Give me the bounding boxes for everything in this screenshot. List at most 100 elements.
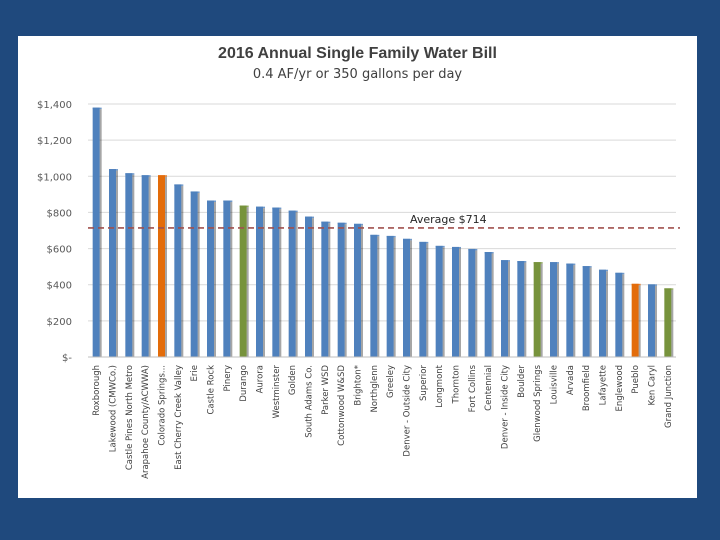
bar-face: [256, 206, 263, 357]
x-tick-label: Pueblo: [631, 365, 641, 394]
bar-side: [459, 248, 461, 357]
bar: [321, 221, 331, 357]
x-tick-label: Arapahoe County/ACWWA): [141, 365, 151, 479]
x-tick-label: Westminster: [272, 365, 282, 419]
x-tick-label: Castle Pines North Metro: [125, 365, 135, 470]
bar: [501, 260, 510, 357]
bar-top: [631, 283, 641, 286]
bar-top: [599, 269, 608, 272]
bar: [403, 238, 412, 357]
bar-top: [256, 206, 265, 209]
bar-top: [566, 263, 576, 266]
y-axis: $- $200 $400 $600 $800 $1,000 $1,200 $1,400: [37, 100, 72, 364]
bar-chart: $- $200 $400 $600 $800 $1,000 $1,200 $1,400 Rox…: [37, 100, 680, 479]
x-tick-label: Fort Collins: [468, 364, 478, 412]
bar-face: [631, 283, 639, 357]
x-tick-label: Lafayette: [599, 365, 609, 405]
bar-side: [132, 174, 135, 357]
bar-side: [671, 289, 674, 357]
x-tick-label: Aurora: [256, 365, 266, 393]
bar: [337, 222, 347, 357]
x-axis: Roxborough Lakewood (CMWCo.) Castle Pines …: [88, 356, 676, 479]
bar-face: [305, 216, 312, 357]
bar: [615, 272, 625, 357]
bar-top: [550, 262, 559, 264]
bars: [92, 107, 674, 357]
bar: [484, 252, 494, 357]
bar-face: [648, 284, 655, 357]
x-tick-label: Pinery: [223, 365, 233, 391]
y-tick-label: $600: [47, 245, 72, 256]
bar: [582, 266, 592, 357]
bar: [664, 288, 674, 357]
bar-side: [99, 109, 102, 357]
bar-face: [207, 200, 214, 357]
bar-face: [615, 272, 623, 357]
bar-top: [141, 175, 151, 177]
x-tick-label: Ken Caryl: [648, 365, 658, 406]
y-tick-label: $1,000: [37, 172, 72, 183]
average-line-group: Average $714: [88, 213, 680, 229]
x-tick-label: Denver - Outside City: [403, 365, 413, 457]
x-tick-label: Superior: [419, 365, 429, 401]
bar-face: [109, 169, 116, 357]
x-tick-label: Broomfield: [582, 365, 592, 411]
bar-top: [223, 200, 233, 203]
bar-top: [207, 200, 216, 203]
x-tick-label: Parker WSD: [321, 365, 331, 415]
bar-top: [305, 216, 314, 219]
x-tick-label: Colorado Springs...: [158, 365, 168, 446]
bar-face: [435, 245, 443, 357]
bar: [550, 262, 559, 357]
bar: [599, 269, 608, 357]
bar-face: [550, 262, 557, 357]
bar: [207, 200, 216, 357]
bar-face: [141, 175, 149, 357]
bar-top: [664, 288, 674, 290]
bar-top: [468, 248, 478, 251]
bar-side: [312, 218, 314, 357]
x-tick-label: Durango: [239, 365, 249, 402]
bar-face: [517, 261, 525, 357]
bar-side: [573, 265, 576, 357]
bar-top: [435, 245, 445, 248]
x-tick-label: Centennial: [484, 365, 494, 411]
bar: [648, 284, 657, 357]
bar: [125, 173, 135, 357]
bar-top: [190, 191, 200, 193]
bar-top: [288, 210, 298, 213]
bar-face: [125, 173, 133, 357]
chart-title: 2016 Annual Single Family Water Bill: [218, 45, 497, 62]
bar-face: [501, 260, 508, 357]
bar-side: [165, 176, 167, 357]
bar-face: [92, 107, 100, 357]
bar-top: [354, 223, 363, 226]
bar: [435, 245, 445, 357]
bar-face: [337, 222, 345, 357]
bar-side: [295, 212, 298, 357]
bar-top: [92, 107, 102, 110]
bar-face: [403, 238, 410, 357]
bar: [92, 107, 102, 357]
bar-top: [517, 261, 527, 263]
bar-top: [174, 184, 184, 186]
bar-face: [484, 252, 492, 357]
y-tick-label: $200: [47, 317, 72, 328]
slide-panel: 2016 Annual Single Family Water Bill 0.4…: [18, 36, 697, 498]
bar: [386, 235, 396, 357]
bar-side: [622, 274, 625, 357]
bar-top: [501, 260, 510, 262]
bar-top: [125, 173, 135, 175]
bar: [256, 206, 265, 357]
bar-side: [116, 170, 118, 357]
bar: [109, 169, 118, 357]
bar-side: [508, 261, 510, 357]
bar-top: [484, 252, 494, 254]
bar: [452, 246, 461, 357]
bar-side: [328, 223, 331, 357]
bar-side: [377, 236, 380, 357]
x-tick-label: Golden: [288, 365, 298, 395]
bar-side: [263, 208, 265, 357]
bar-side: [557, 263, 559, 357]
bar-top: [272, 207, 282, 210]
